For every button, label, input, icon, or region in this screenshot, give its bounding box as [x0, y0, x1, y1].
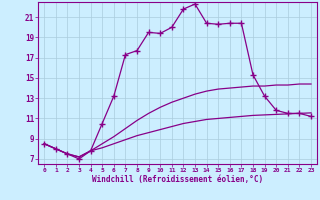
- X-axis label: Windchill (Refroidissement éolien,°C): Windchill (Refroidissement éolien,°C): [92, 175, 263, 184]
